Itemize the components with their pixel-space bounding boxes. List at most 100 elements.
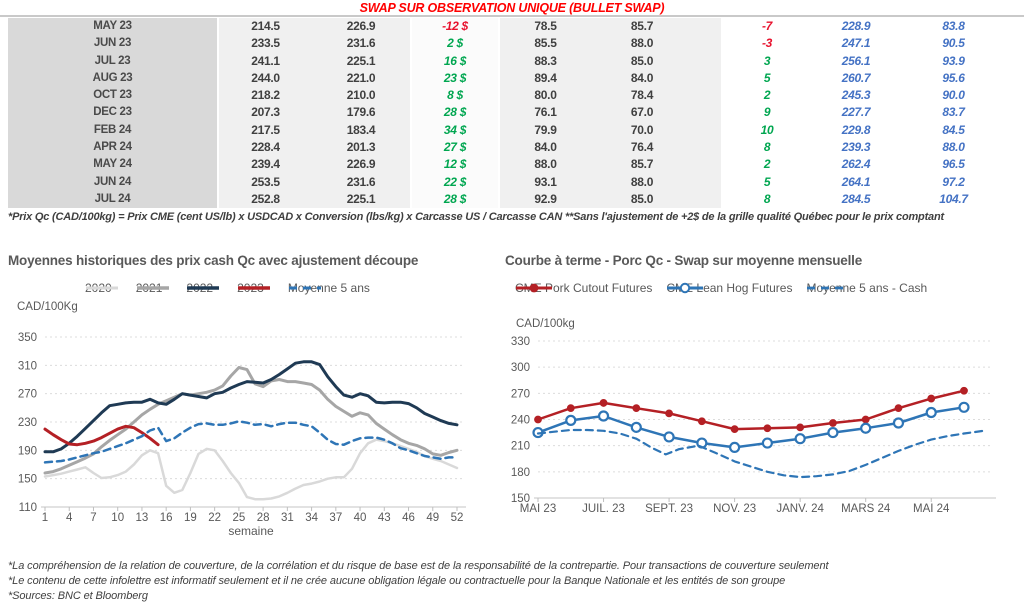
us-diff-cell: 8 <box>721 190 811 209</box>
data-point-marker <box>729 441 741 454</box>
qc-swap-cell: 253.5 <box>217 173 312 191</box>
x-tick-label: 28 <box>257 512 270 524</box>
month-cell: MAY 23 <box>8 18 217 36</box>
pork-cutout-cell: 284.5 <box>811 190 901 209</box>
month-cell: AUG 23 <box>8 69 217 88</box>
us-cash-cell: 88.0 <box>591 35 721 53</box>
pork-cutout-cell: 228.9 <box>811 18 901 36</box>
series-moyenne-5-ans-cash <box>536 428 985 479</box>
lean-hog-cell: 90.5 <box>901 35 1006 53</box>
data-point-marker <box>794 433 806 445</box>
us-swap-cell: 78.5 <box>498 18 591 36</box>
us-cash-cell: 85.7 <box>591 18 721 36</box>
data-point-marker <box>697 417 706 426</box>
legend-item: 2021 <box>136 281 169 295</box>
qc-swap-cell: 218.2 <box>217 87 312 105</box>
lean-hog-cell: 104.7 <box>901 190 1006 209</box>
legend-swatch-dashed-line <box>288 286 321 290</box>
legend-label: CME Pork Cutout Futures <box>515 281 653 295</box>
legend-item: 2023 <box>237 281 271 295</box>
qc-cash-cell: 231.6 <box>312 35 410 53</box>
us-diff-cell: 2 <box>721 87 811 105</box>
qc-diff-cell: -12 $ <box>410 18 498 36</box>
qc-cash-cell: 201.3 <box>312 139 410 157</box>
data-point-marker <box>763 424 772 433</box>
legend-item: CME Lean Hog Futures <box>666 281 792 295</box>
data-point-marker <box>632 404 641 413</box>
pork-cutout-cell: 245.3 <box>811 87 901 105</box>
data-point-marker <box>927 394 936 403</box>
data-point-marker <box>860 422 872 434</box>
lean-hog-cell: 95.6 <box>901 69 1006 88</box>
x-tick-label: 40 <box>354 512 367 524</box>
us-cash-cell: 85.0 <box>591 190 721 209</box>
x-tick-label: JANV. 24 <box>776 503 824 515</box>
us-diff-cell: 9 <box>721 104 811 122</box>
y-tick-label: 310 <box>18 360 37 372</box>
data-point-marker <box>565 414 577 426</box>
qc-diff-cell: 12 $ <box>410 156 498 174</box>
y-tick-label: 330 <box>511 336 530 348</box>
us-cash-cell: 88.0 <box>591 173 721 191</box>
historical-prices-chart: 110 150 190 230 270 310 350 1 4 7 10 13 16 19 22 25 28 31… <box>18 332 466 538</box>
legend-swatch-circle-line <box>667 282 704 294</box>
y-tick-label: 180 <box>511 467 530 479</box>
month-cell: JUN 24 <box>8 173 217 191</box>
x-tick-label: 7 <box>90 512 96 524</box>
month-cell: DEC 23 <box>8 104 217 122</box>
x-tick-label: 52 <box>451 512 464 524</box>
us-swap-cell: 76.1 <box>498 104 591 122</box>
disclaimer-line: *Le contenu de cette infolettre est info… <box>8 575 786 587</box>
us-diff-cell: 5 <box>721 69 811 88</box>
table-row: MAY 23 214.5 226.9 -12 $78.5 85.7 -7 228.9 83.8 <box>8 18 1006 36</box>
x-tick-label: NOV. 23 <box>713 503 756 515</box>
right-chart-title: Courbe à terme - Porc Qc - Swap sur moye… <box>505 253 863 268</box>
table-row: JUN 24 253.5 231.6 22 $93.1 88.0 5 264.1 97.2 <box>8 173 1006 191</box>
table-row: APR 24 228.4 201.3 27 $84.0 76.4 8 239.3 88.0 <box>8 139 1006 157</box>
y-tick-label: 210 <box>511 441 530 453</box>
series-2021 <box>43 366 459 475</box>
y-tick-label: 150 <box>511 493 530 505</box>
month-cell: JUL 24 <box>8 190 217 209</box>
x-tick-label: 46 <box>402 512 415 524</box>
qc-cash-cell: 231.6 <box>312 173 410 191</box>
qc-cash-cell: 221.0 <box>312 69 410 88</box>
pork-cutout-cell: 256.1 <box>811 52 901 70</box>
qc-diff-cell: 28 $ <box>410 190 498 209</box>
legend-item: 2022 <box>186 281 220 295</box>
y-tick-label: 270 <box>18 389 37 401</box>
x-tick-label: 19 <box>184 512 197 524</box>
y-tick-label: 190 <box>18 445 37 457</box>
qc-diff-cell: 8 $ <box>410 87 498 105</box>
swap-table: MAY 23 214.5 226.9 -12 $78.5 85.7 -7 228.9 83.8… <box>8 18 1006 209</box>
legend-label: Moyenne 5 ans <box>287 281 370 295</box>
page-title: SWAP SUR OBSERVATION UNIQUE (BULLET SWAP… <box>359 1 665 15</box>
us-swap-cell: 89.4 <box>498 69 591 88</box>
y-tick-label: 110 <box>19 502 37 514</box>
pork-cutout-cell: 264.1 <box>811 173 901 191</box>
qc-swap-cell: 241.1 <box>217 52 312 70</box>
us-swap-cell: 88.3 <box>498 52 591 70</box>
data-point-marker <box>534 415 542 424</box>
legend-swatch-dot-line <box>516 283 552 293</box>
qc-diff-cell: 34 $ <box>410 121 498 140</box>
pork-cutout-cell: 229.8 <box>811 121 901 140</box>
data-point-marker <box>925 406 937 419</box>
x-axis-label: semaine <box>228 524 274 538</box>
us-swap-cell: 80.0 <box>498 87 591 105</box>
x-tick-label: JUIL. 23 <box>582 503 625 515</box>
table-row: JUL 23 241.1 225.1 16 $88.3 85.0 3 256.1 93.9 <box>8 52 1006 70</box>
qc-swap-cell: 217.5 <box>217 121 312 140</box>
data-point-marker <box>861 415 870 424</box>
us-cash-cell: 84.0 <box>591 69 721 88</box>
us-swap-cell: 88.0 <box>498 156 591 174</box>
y-tick-label: 150 <box>18 474 37 486</box>
y-tick-label: 300 <box>511 362 530 374</box>
qc-swap-cell: 228.4 <box>217 139 312 157</box>
x-tick-label: 16 <box>160 512 173 524</box>
left-chart-y-axis-label: CAD/100Kg <box>17 301 78 313</box>
legend-item: CME Pork Cutout Futures <box>515 281 652 295</box>
forward-curve-chart: 150 180 210 240 270 300 330 MAI 23 JUIL. 23 SEPT.… <box>511 336 996 515</box>
month-cell: JUN 23 <box>8 35 217 53</box>
